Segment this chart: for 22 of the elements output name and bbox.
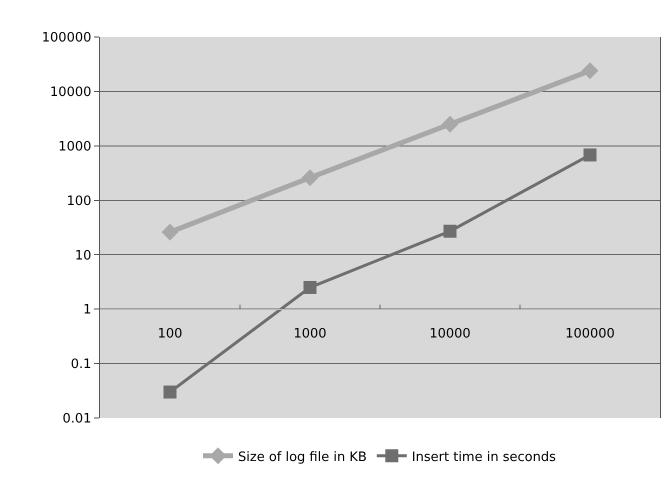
point <box>584 148 596 162</box>
x-tick-label: 10000 <box>429 326 471 342</box>
point <box>162 224 178 241</box>
y-tick-label: 1 <box>83 302 92 318</box>
y-tick-label: 0.01 <box>62 412 92 427</box>
x-tick-label: 1000 <box>293 326 327 342</box>
point <box>302 169 318 186</box>
point <box>304 280 316 294</box>
y-tick-label: 0.1 <box>70 357 92 372</box>
point <box>444 224 456 238</box>
legend-label: Size of log file in KB <box>238 450 367 465</box>
x-tick-label: 100000 <box>565 326 615 342</box>
y-tick-label: 100 <box>66 194 92 209</box>
legend-label: Insert time in seconds <box>412 450 556 465</box>
y-tick-label: 1000 <box>58 139 92 154</box>
point <box>582 62 598 80</box>
y-tick-label: 100000 <box>42 30 92 46</box>
point <box>164 386 176 399</box>
y-tick-label: 10000 <box>50 84 92 100</box>
y-tick-label: 10 <box>74 248 92 264</box>
point <box>442 116 458 133</box>
x-tick-label: 100 <box>158 326 182 342</box>
